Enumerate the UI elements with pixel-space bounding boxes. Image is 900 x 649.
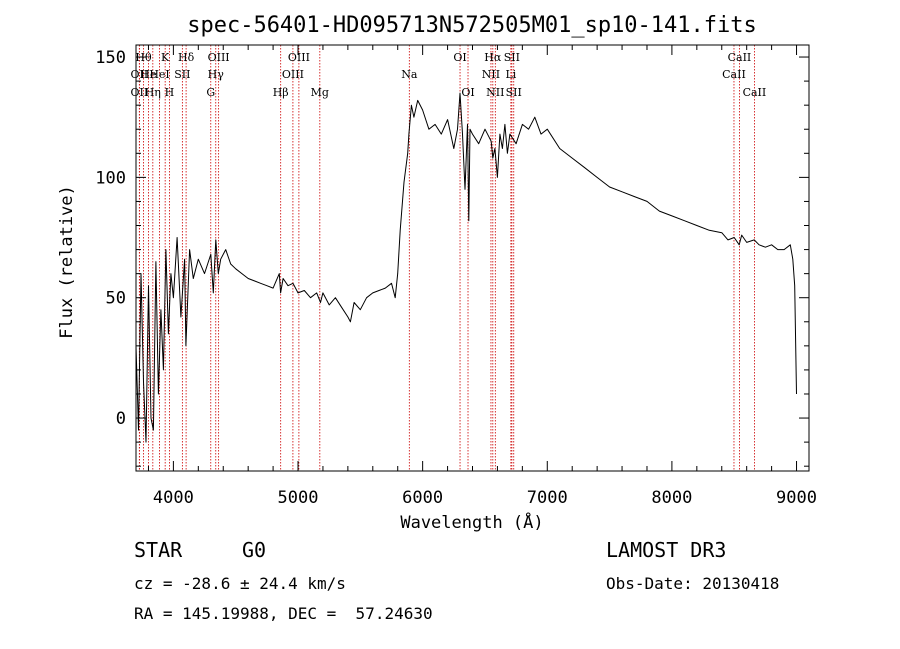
y-tick-label: 150 — [95, 48, 126, 68]
line-labels: OIIOIIHθHeHηHeIKHSIIHδGHγOIIIHβOIIIOIIIM… — [131, 51, 767, 99]
x-tick-label: 9000 — [776, 488, 817, 508]
observation-date: Obs-Date: 20130418 — [606, 574, 780, 593]
object-class: STAR — [134, 538, 183, 562]
survey-name: LAMOST DR3 — [606, 538, 727, 562]
line-label: OIII — [288, 51, 310, 64]
y-axis: 0 50 100 150 — [95, 48, 809, 467]
line-label: Hγ — [208, 68, 225, 81]
line-label: Hα — [484, 51, 502, 64]
line-label: Hδ — [178, 51, 195, 64]
line-label: Na — [401, 68, 418, 81]
line-label: CaII — [722, 68, 746, 81]
subclass: G0 — [242, 538, 267, 562]
coordinates: RA = 145.19988, DEC = 57.24630 — [134, 604, 433, 623]
line-label: CaII — [743, 86, 767, 99]
line-label: Mg — [311, 86, 329, 99]
line-label: NII — [486, 86, 504, 99]
line-label: NII — [482, 68, 500, 81]
x-tick-label: 4000 — [153, 488, 194, 508]
line-markers — [138, 45, 755, 471]
line-label: K — [161, 51, 170, 64]
line-label: Li — [505, 68, 516, 81]
line-label: OIII — [208, 51, 230, 64]
line-label: SII — [504, 51, 520, 64]
x-axis: 4000 5000 6000 7000 8000 9000 — [147, 45, 817, 508]
y-tick-label: 100 — [95, 168, 126, 188]
x-tick-label: 8000 — [651, 488, 692, 508]
plot-frame — [135, 44, 810, 472]
line-label: SII — [174, 68, 190, 81]
line-label: Hβ — [273, 86, 289, 99]
line-label: Hη — [145, 86, 161, 99]
line-label: He — [140, 68, 156, 81]
line-label: OII — [131, 68, 149, 81]
line-label: G — [206, 86, 215, 99]
x-tick-label: 5000 — [278, 488, 319, 508]
line-label: OIII — [282, 68, 304, 81]
line-label: HeI — [149, 68, 169, 81]
line-label: OI — [453, 51, 466, 64]
x-tick-label: 6000 — [402, 488, 443, 508]
spectrum-series — [135, 92, 797, 443]
x-tick-label: 7000 — [527, 488, 568, 508]
line-label: H — [165, 86, 175, 99]
chart-title: spec-56401-HD095713N572505M01_sp10-141.f… — [187, 13, 757, 38]
y-axis-label: Flux (relative) — [57, 185, 77, 339]
spectrum-line — [135, 92, 797, 443]
y-tick-label: 50 — [106, 289, 126, 309]
redshift-velocity: cz = -28.6 ± 24.4 km/s — [134, 574, 346, 593]
line-label: OII — [131, 86, 149, 99]
x-axis-label: Wavelength (Å) — [400, 511, 543, 533]
y-tick-label: 0 — [116, 409, 126, 429]
line-label: SII — [506, 86, 522, 99]
line-label: OI — [461, 86, 474, 99]
line-label: CaII — [728, 51, 752, 64]
